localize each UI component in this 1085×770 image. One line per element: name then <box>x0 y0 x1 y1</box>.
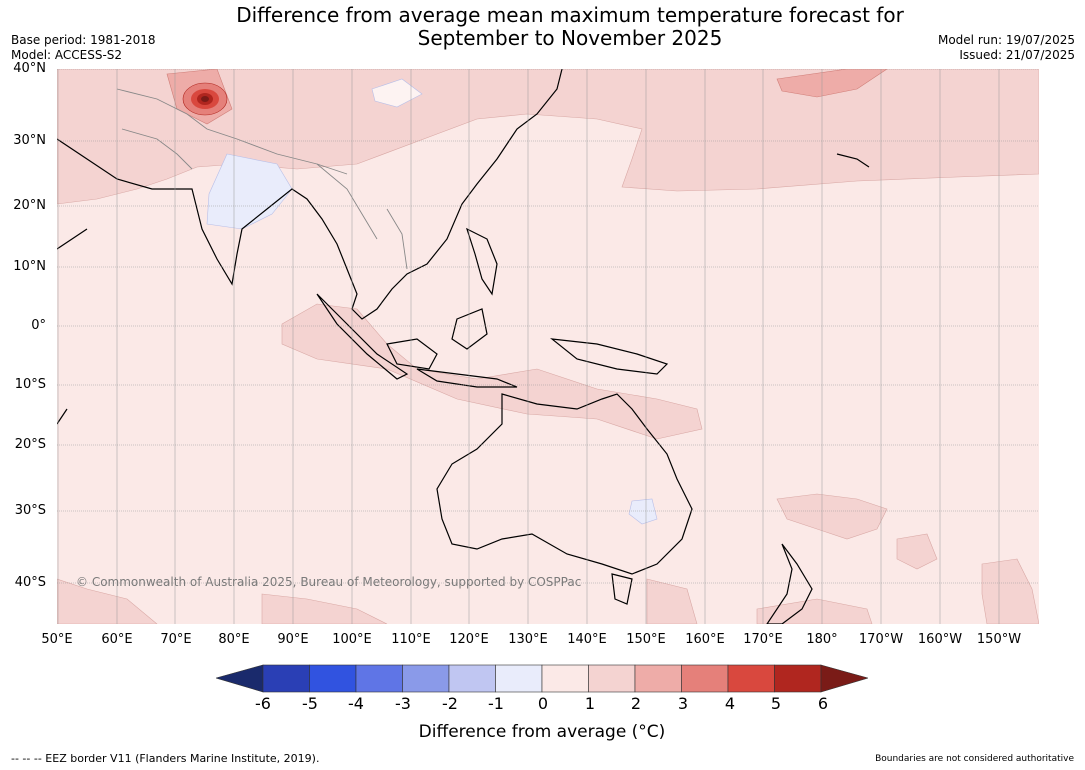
colorbar-swatch <box>588 664 636 693</box>
lon-label: 90°E <box>277 632 309 647</box>
graticule <box>57 69 1039 624</box>
colorbar-tick: -2 <box>442 694 458 713</box>
colorbar <box>216 664 868 693</box>
colorbar-swatch <box>309 664 357 693</box>
lat-label: 40°S <box>14 575 46 590</box>
lon-label: 60°E <box>101 632 133 647</box>
lon-label: 160°W <box>917 632 963 647</box>
lon-label: 150°E <box>626 632 666 647</box>
colorbar-tick: 0 <box>537 694 549 713</box>
meta-left: Base period: 1981-2018 Model: ACCESS-S2 <box>11 33 156 63</box>
lat-label: 30°N <box>13 133 46 148</box>
lat-label: 10°S <box>14 377 46 392</box>
model-name: Model: ACCESS-S2 <box>11 48 123 62</box>
colorbar-swatch <box>262 664 310 693</box>
lon-label: 120°E <box>449 632 489 647</box>
model-run: Model run: 19/07/2025 <box>937 33 1075 47</box>
lat-label: 20°N <box>13 198 46 213</box>
colorbar-swatch <box>402 664 450 693</box>
colorbar-swatch <box>355 664 403 693</box>
colorbar-tick: -1 <box>488 694 504 713</box>
map-panel <box>57 69 1039 624</box>
eez-legend: -- -- -- EEZ border V11 (Flanders Marine… <box>11 752 320 765</box>
colorbar-tick: 3 <box>677 694 689 713</box>
colorbar-tick: 4 <box>724 694 736 713</box>
colorbar-tick: 2 <box>630 694 642 713</box>
colorbar-min-arrow <box>216 664 264 693</box>
lat-label: 30°S <box>14 503 46 518</box>
lon-label: 110°E <box>391 632 431 647</box>
boundary-disclaimer: Boundaries are not considered authoritat… <box>875 754 1074 764</box>
lon-label: 180° <box>806 632 838 647</box>
colorbar-swatch <box>681 664 729 693</box>
colorbar-swatch <box>495 664 543 693</box>
colorbar-max-arrow <box>820 664 868 693</box>
lon-label: 160°E <box>685 632 725 647</box>
colorbar-tick: 1 <box>584 694 596 713</box>
issued-date: Issued: 21/07/2025 <box>959 48 1075 62</box>
anomaly-hotspot <box>182 82 228 116</box>
map-title: Difference from average mean maximum tem… <box>180 4 960 50</box>
anomaly-1-2-regions <box>57 69 1039 624</box>
colorbar-tick: -3 <box>395 694 411 713</box>
lon-label: 130°E <box>508 632 548 647</box>
colorbar-swatch <box>541 664 589 693</box>
meta-right: Model run: 19/07/2025 Issued: 21/07/2025 <box>938 33 1075 63</box>
lat-label: 0° <box>31 318 46 333</box>
country-borders <box>116 88 408 270</box>
lon-label: 140°E <box>567 632 607 647</box>
lon-label: 70°E <box>160 632 192 647</box>
lat-label: 20°S <box>14 437 46 452</box>
lon-label: 50°E <box>41 632 73 647</box>
copyright-notice: © Commonwealth of Australia 2025, Bureau… <box>76 575 582 589</box>
lon-label: 170°W <box>858 632 904 647</box>
lat-label: 40°N <box>13 61 46 76</box>
anomaly-negative-regions <box>206 78 658 525</box>
lon-label: 80°E <box>218 632 250 647</box>
colorbar-swatch <box>727 664 775 693</box>
lon-label: 150°W <box>976 632 1022 647</box>
colorbar-label: Difference from average (°C) <box>418 722 666 742</box>
lon-label: 100°E <box>332 632 372 647</box>
colorbar-tick: -5 <box>302 694 318 713</box>
title-line-1: Difference from average mean maximum tem… <box>236 3 904 27</box>
lat-label: 10°N <box>13 259 46 274</box>
colorbar-tick: -6 <box>255 694 271 713</box>
lon-label: 170°E <box>743 632 783 647</box>
colorbar-swatch <box>774 664 822 693</box>
colorbar-tick: 6 <box>817 694 829 713</box>
map-canvas <box>57 69 1039 624</box>
colorbar-segments <box>262 664 822 693</box>
colorbar-tick: -4 <box>348 694 364 713</box>
colorbar-swatch <box>634 664 682 693</box>
colorbar-tick: 5 <box>770 694 782 713</box>
base-period: Base period: 1981-2018 <box>11 33 156 47</box>
colorbar-swatch <box>448 664 496 693</box>
title-line-2: September to November 2025 <box>417 26 723 50</box>
